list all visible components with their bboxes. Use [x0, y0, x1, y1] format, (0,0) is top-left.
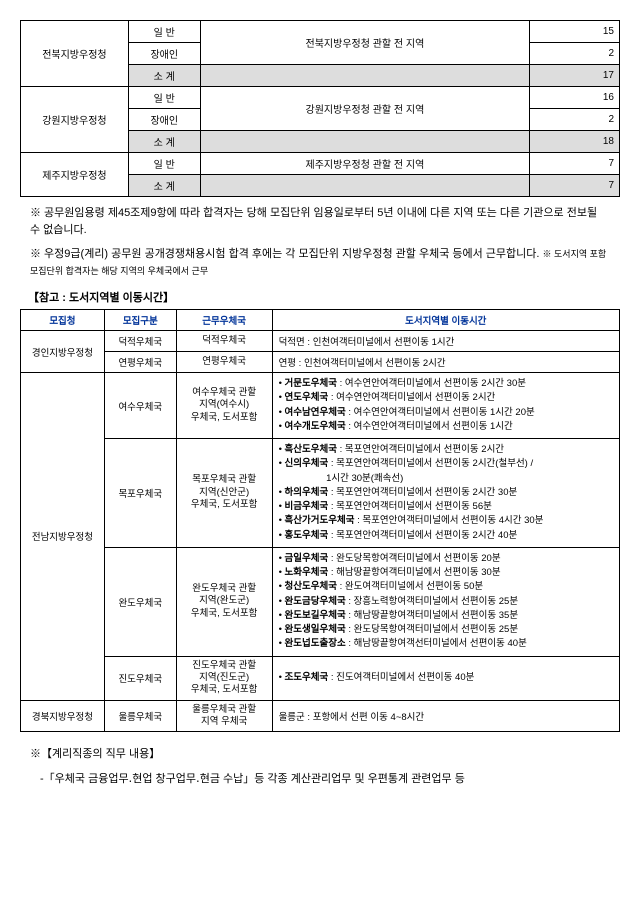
travel-time-cell: • 거문도우체국 : 여수연안여객터미널에서 선편이동 2시간 30분• 연도우… [272, 373, 619, 439]
category-cell: 일 반 [128, 153, 200, 175]
office-cell: 진도우체국 관할지역(진도군)우체국, 도서포함 [176, 656, 272, 700]
column-header: 모집구분 [104, 310, 176, 331]
travel-time-cell: 덕적면 : 인천여객터미널에서 선편이동 1시간 [272, 331, 619, 352]
count-cell: 17 [530, 65, 620, 87]
category-cell: 장애인 [128, 109, 200, 131]
count-cell: 18 [530, 131, 620, 153]
note-1: ※ 공무원임용령 제45조제9항에 따라 합격자는 당해 모집단위 임용일로부터… [30, 205, 610, 238]
agency-cell: 강원지방우정청 [21, 87, 129, 153]
summary-table: 전북지방우정청일 반전북지방우정청 관할 전 지역15장애인2소 계17강원지방… [20, 20, 620, 197]
agency-cell: 경인지방우정청 [21, 331, 105, 373]
office-cell: 덕적우체국 [176, 331, 272, 352]
category-cell: 소 계 [128, 65, 200, 87]
count-cell: 16 [530, 87, 620, 109]
region-cell [200, 65, 529, 87]
column-header: 근무우체국 [176, 310, 272, 331]
column-header: 모집청 [21, 310, 105, 331]
agency-cell: 전북지방우정청 [21, 21, 129, 87]
travel-time-cell: 연평 : 인천여객터미널에서 선편이동 2시간 [272, 352, 619, 373]
count-cell: 7 [530, 175, 620, 197]
office-cell: 완도우체국 관할지역(완도군)우체국, 도서포함 [176, 547, 272, 656]
agency-cell: 경북지방우정청 [21, 700, 105, 732]
reference-title: 【참고 : 도서지역별 이동시간】 [28, 289, 620, 305]
division-cell: 울릉우체국 [104, 700, 176, 732]
count-cell: 15 [530, 21, 620, 43]
travel-time-cell: • 조도우체국 : 진도여객터미널에서 선편이동 40분 [272, 656, 619, 700]
count-cell: 2 [530, 109, 620, 131]
division-cell: 덕적우체국 [104, 331, 176, 352]
category-cell: 일 반 [128, 87, 200, 109]
region-cell: 강원지방우정청 관할 전 지역 [200, 87, 529, 131]
note-2: ※ 우정9급(계리) 공무원 공개경쟁채용시험 합격 후에는 각 모집단위 지방… [30, 246, 610, 279]
office-cell: 연평우체국 [176, 352, 272, 373]
duties-title: ※【계리직종의 직무 내용】 [30, 746, 610, 763]
category-cell: 장애인 [128, 43, 200, 65]
region-cell: 전북지방우정청 관할 전 지역 [200, 21, 529, 65]
office-cell: 목포우체국 관할지역(신안군)우체국, 도서포함 [176, 439, 272, 548]
agency-cell: 제주지방우정청 [21, 153, 129, 197]
category-cell: 소 계 [128, 175, 200, 197]
office-cell: 울릉우체국 관할지역 우체국 [176, 700, 272, 732]
duties-text: -「우체국 금융업무․현업 창구업무․현금 수납」등 각종 계산관리업무 및 우… [40, 771, 610, 788]
category-cell: 일 반 [128, 21, 200, 43]
category-cell: 소 계 [128, 131, 200, 153]
travel-time-cell: • 금일우체국 : 완도당목항여객터미널에서 선편이동 20분• 노화우체국 :… [272, 547, 619, 656]
travel-time-cell: • 흑산도우체국 : 목포연안여객터미널에서 선편이동 2시간• 신의우체국 :… [272, 439, 619, 548]
count-cell: 7 [530, 153, 620, 175]
division-cell: 진도우체국 [104, 656, 176, 700]
region-cell [200, 175, 529, 197]
division-cell: 목포우체국 [104, 439, 176, 548]
column-header: 도서지역별 이동시간 [272, 310, 619, 331]
note-2a: ※ 우정9급(계리) 공무원 공개경쟁채용시험 합격 후에는 각 모집단위 지방… [30, 248, 539, 260]
count-cell: 2 [530, 43, 620, 65]
travel-time-cell: 울릉군 : 포항에서 선편 이동 4~8시간 [272, 700, 619, 732]
island-travel-table: 모집청모집구분근무우체국도서지역별 이동시간 경인지방우정청덕적우체국덕적우체국… [20, 309, 620, 732]
office-cell: 여수우체국 관할지역(여수시)우체국, 도서포함 [176, 373, 272, 439]
region-cell: 제주지방우정청 관할 전 지역 [200, 153, 529, 175]
division-cell: 연평우체국 [104, 352, 176, 373]
region-cell [200, 131, 529, 153]
division-cell: 여수우체국 [104, 373, 176, 439]
division-cell: 완도우체국 [104, 547, 176, 656]
agency-cell: 전남지방우정청 [21, 373, 105, 701]
